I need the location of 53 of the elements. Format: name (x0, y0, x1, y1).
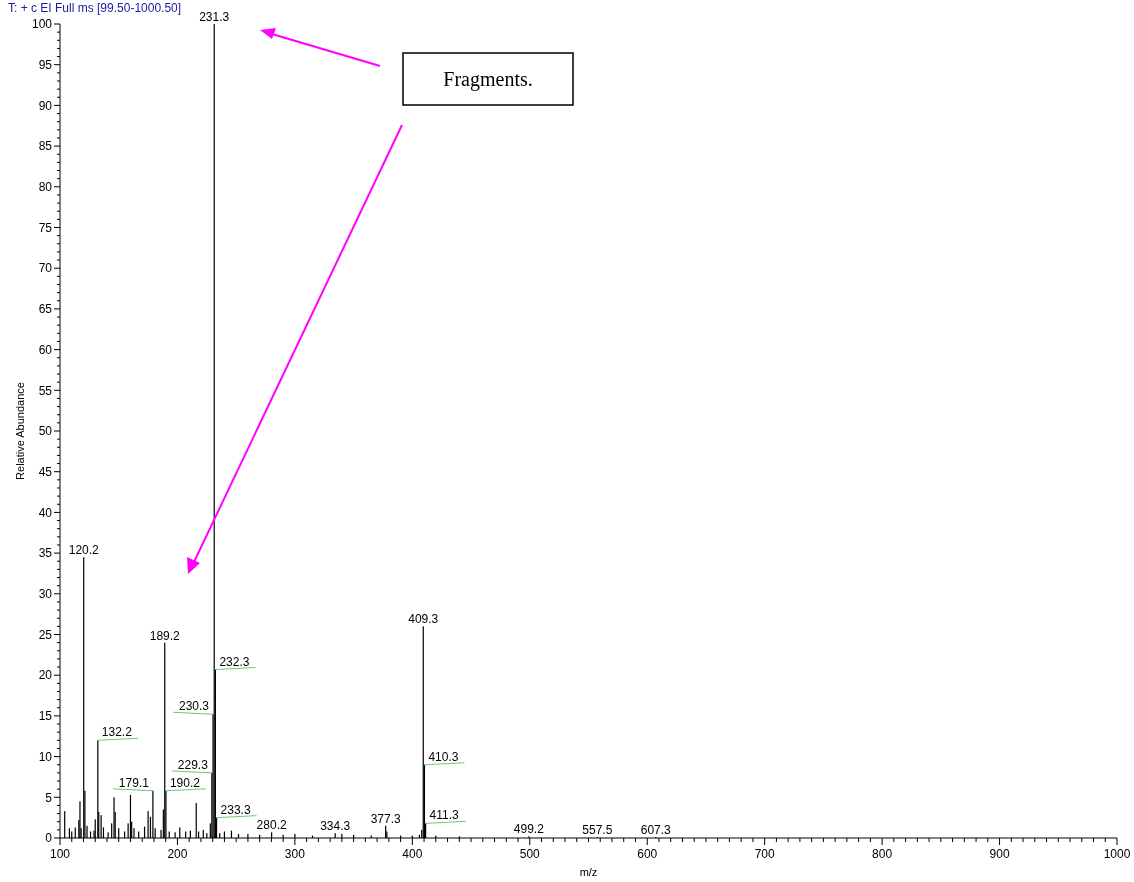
y-tick-label: 50 (38, 424, 53, 439)
annotation: 499.2 (513, 822, 545, 837)
annotation: 334.3 (320, 819, 351, 834)
annotation: 233.3 (220, 802, 251, 817)
annotation: 232.3 (219, 654, 250, 669)
annotation: 410.3 (428, 749, 459, 764)
x-tick-label: 500 (519, 847, 541, 861)
y-tick-label: 35 (38, 546, 53, 561)
annotation: 231.3 (199, 10, 230, 24)
x-tick-label: 300 (284, 847, 306, 861)
y-tick-label: 55 (38, 383, 53, 398)
x-tick-label: 400 (402, 847, 423, 861)
y-tick-label: 10 (38, 749, 53, 764)
x-tick-label: 600 (637, 847, 658, 861)
y-tick-label: 30 (38, 587, 53, 601)
annotation: 230.3 (179, 699, 210, 714)
x-tick-label: 900 (989, 847, 1010, 861)
chart-title: T: + c EI Full ms [99.50-1000.50] (8, 1, 182, 15)
annotation: 132.2 (101, 725, 133, 740)
y-tick-label: 65 (38, 302, 53, 317)
annotation: 409.3 (408, 612, 439, 627)
annotation: 229.3 (177, 757, 209, 772)
annotation: Fragments. (443, 68, 533, 91)
y-tick-label: 25 (38, 627, 53, 642)
x-tick-label: 200 (167, 847, 188, 861)
y-tick-label: 70 (38, 261, 53, 276)
y-tick-label: 60 (38, 342, 53, 357)
annotation: 120.2 (68, 543, 100, 558)
y-tick-label: 45 (38, 464, 53, 479)
y-tick-label: 100 (31, 17, 53, 32)
y-tick-label: 80 (38, 180, 53, 194)
annotation: 280.2 (256, 818, 287, 833)
annotation: 179.1 (118, 775, 150, 790)
annotation: 377.3 (370, 811, 402, 826)
y-axis-title: Relative Abundance (14, 382, 26, 480)
annotation: 411.3 (429, 808, 460, 823)
y-tick-label: 95 (38, 57, 53, 72)
annotation: 190.2 (169, 775, 201, 790)
y-tick-label: 5 (45, 790, 53, 805)
y-tick-label: 15 (38, 709, 53, 724)
y-tick-label: 40 (38, 505, 53, 520)
x-tick-label: 800 (872, 847, 893, 861)
annotation: 557.5 (582, 823, 613, 838)
y-tick-label: 85 (38, 139, 53, 154)
x-tick-label: 700 (754, 847, 775, 861)
y-tick-label: 20 (38, 668, 53, 683)
y-tick-label: 75 (38, 220, 53, 235)
annotation: 189.2 (149, 628, 181, 643)
y-tick-label: 90 (38, 98, 53, 113)
y-tick-label: 0 (45, 831, 53, 846)
x-tick-label: 1000 (1103, 847, 1131, 861)
x-axis-title: m/z (579, 866, 598, 878)
annotation: 607.3 (640, 823, 672, 838)
